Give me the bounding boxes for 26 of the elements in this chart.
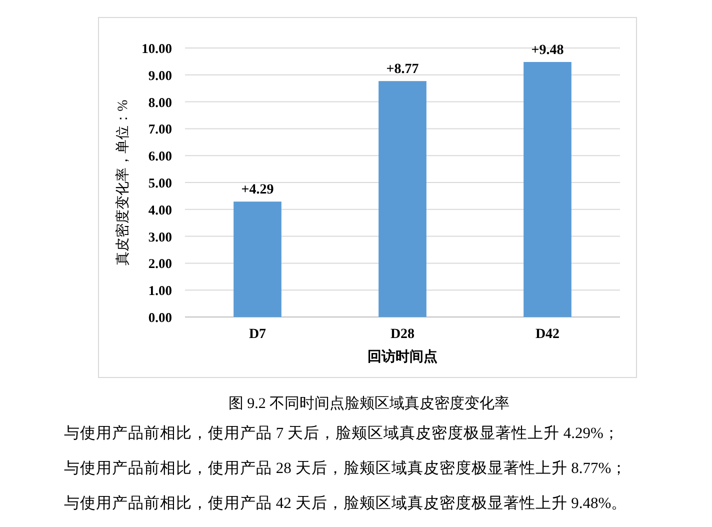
y-tick-label: 9.00 xyxy=(148,67,172,82)
y-tick-label: 0.00 xyxy=(148,310,172,324)
y-axis-title: 真皮密度变化率，单位：% xyxy=(114,99,130,266)
y-tick-label: 3.00 xyxy=(148,228,172,244)
text: 与使用产品前相比，使用产品 7 天后，脸颊区域真皮密度极显著性上升 4.29%； xyxy=(64,424,620,442)
y-tick-label: 6.00 xyxy=(148,148,172,164)
y-tick-label: 8.00 xyxy=(148,94,172,110)
y-tick-label: 4.00 xyxy=(148,202,172,217)
bar xyxy=(378,81,426,317)
x-axis-title: 回访时间点 xyxy=(368,348,438,365)
data-label: +9.48 xyxy=(531,42,564,58)
text: 与使用产品前相比，使用产品 28 天后，脸颊区域真皮密度极显著性上升 8.77%； xyxy=(64,459,628,477)
bar xyxy=(234,202,282,317)
data-label: +8.77 xyxy=(386,62,419,78)
y-tick-label: 7.00 xyxy=(148,121,172,136)
y-tick-label: 5.00 xyxy=(148,175,172,190)
x-tick-label: D28 xyxy=(390,327,415,342)
x-tick-label: D42 xyxy=(535,327,560,342)
x-tick-label: D7 xyxy=(248,327,266,342)
y-tick-label: 2.00 xyxy=(148,256,172,271)
y-tick-label: 10.00 xyxy=(142,40,172,56)
caption: 图 9.2 不同时间点脸颊区域真皮密度变化率 xyxy=(228,395,510,412)
bar xyxy=(524,62,572,317)
text: 与使用产品前相比，使用产品 42 天后，脸颊区域真皮密度极显著性上升 9.48%。 xyxy=(64,494,628,512)
y-tick-label: 1.00 xyxy=(148,282,172,298)
data-label: +4.29 xyxy=(241,182,274,198)
